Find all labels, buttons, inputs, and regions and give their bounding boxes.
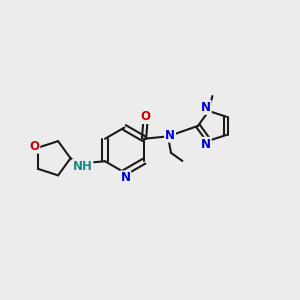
Text: N: N (201, 138, 211, 151)
Text: O: O (140, 110, 151, 123)
Text: N: N (120, 171, 130, 184)
Text: N: N (201, 101, 211, 114)
Text: NH: NH (73, 160, 92, 173)
Text: O: O (29, 140, 39, 153)
Text: N: N (165, 129, 175, 142)
